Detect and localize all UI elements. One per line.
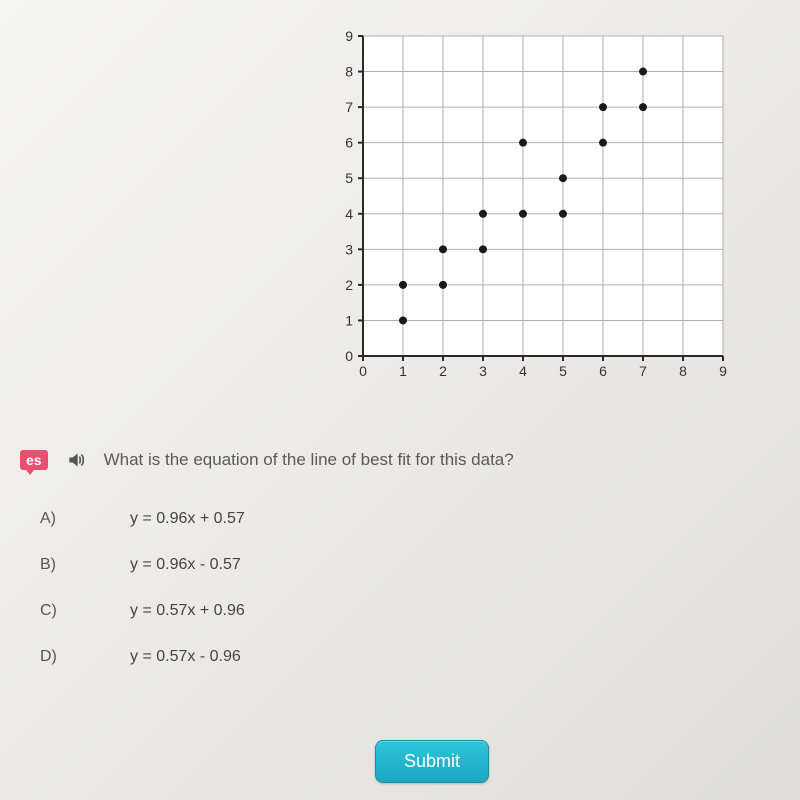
submit-wrap: Submit bbox=[375, 740, 489, 783]
svg-text:0: 0 bbox=[359, 363, 367, 379]
svg-text:8: 8 bbox=[345, 64, 353, 80]
svg-text:9: 9 bbox=[345, 30, 353, 44]
svg-text:4: 4 bbox=[519, 363, 527, 379]
svg-text:4: 4 bbox=[345, 206, 353, 222]
svg-text:3: 3 bbox=[345, 241, 353, 257]
svg-text:7: 7 bbox=[639, 363, 647, 379]
choice-c[interactable]: C) y = 0.57x + 0.96 bbox=[40, 602, 245, 620]
svg-text:3: 3 bbox=[479, 363, 487, 379]
question-text: What is the equation of the line of best… bbox=[104, 450, 514, 470]
choice-letter: D) bbox=[40, 648, 70, 666]
submit-button[interactable]: Submit bbox=[375, 740, 489, 783]
svg-text:5: 5 bbox=[345, 170, 353, 186]
choice-equation: y = 0.57x - 0.96 bbox=[130, 648, 241, 666]
svg-text:1: 1 bbox=[399, 363, 407, 379]
svg-text:2: 2 bbox=[345, 277, 353, 293]
choice-letter: B) bbox=[40, 556, 70, 574]
svg-text:5: 5 bbox=[559, 363, 567, 379]
question-row: es What is the equation of the line of b… bbox=[20, 450, 514, 470]
choice-a[interactable]: A) y = 0.96x + 0.57 bbox=[40, 510, 245, 528]
svg-text:9: 9 bbox=[719, 363, 727, 379]
svg-text:0: 0 bbox=[345, 348, 353, 364]
choice-equation: y = 0.96x - 0.57 bbox=[130, 556, 241, 574]
choice-b[interactable]: B) y = 0.96x - 0.57 bbox=[40, 556, 245, 574]
speaker-icon[interactable] bbox=[66, 450, 86, 470]
svg-text:6: 6 bbox=[345, 135, 353, 151]
choice-letter: C) bbox=[40, 602, 70, 620]
svg-text:7: 7 bbox=[345, 99, 353, 115]
choice-equation: y = 0.57x + 0.96 bbox=[130, 602, 245, 620]
es-badge[interactable]: es bbox=[20, 450, 48, 470]
svg-text:1: 1 bbox=[345, 312, 353, 328]
answer-choices: A) y = 0.96x + 0.57 B) y = 0.96x - 0.57 … bbox=[40, 510, 245, 666]
svg-text:2: 2 bbox=[439, 363, 447, 379]
scatter-chart: 0 1 2 3 4 5 6 7 8 9 0 1 2 3 4 5 6 7 8 9 bbox=[335, 30, 729, 380]
svg-text:6: 6 bbox=[599, 363, 607, 379]
choice-d[interactable]: D) y = 0.57x - 0.96 bbox=[40, 648, 245, 666]
choice-equation: y = 0.96x + 0.57 bbox=[130, 510, 245, 528]
svg-text:8: 8 bbox=[679, 363, 687, 379]
choice-letter: A) bbox=[40, 510, 70, 528]
